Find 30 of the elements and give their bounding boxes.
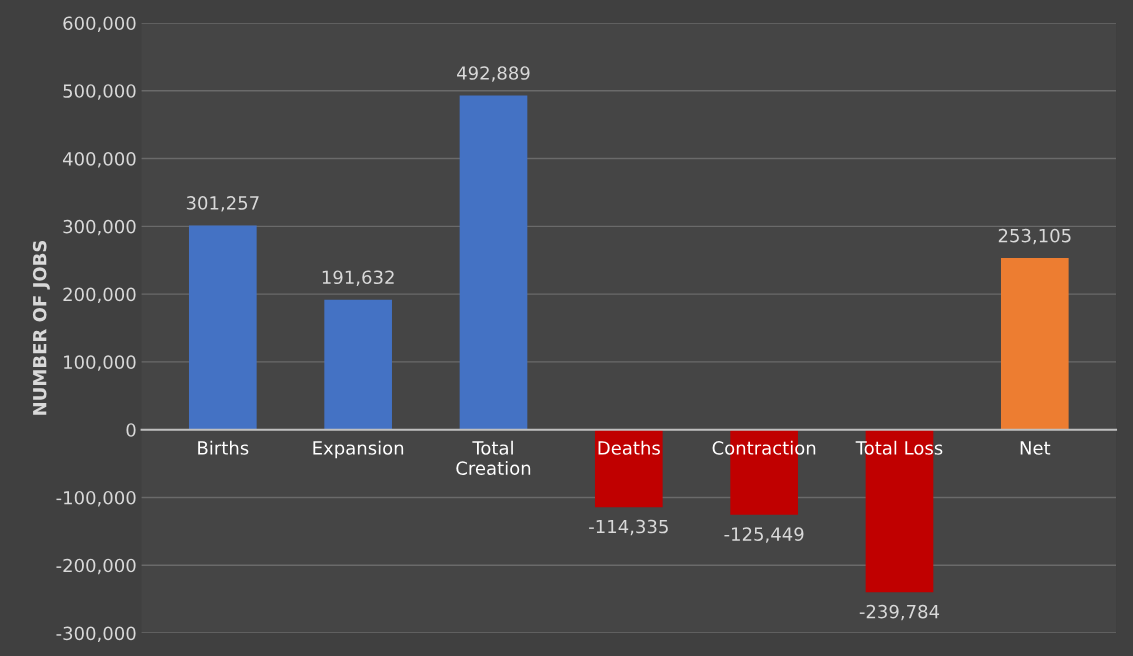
bar — [324, 299, 392, 430]
x-tick-label: Contraction — [712, 440, 816, 455]
y-tick-label: -300,000 — [56, 626, 136, 642]
y-tick-label: 500,000 — [63, 84, 136, 100]
y-axis-title: NUMBER OF JOBS — [32, 240, 50, 415]
bar — [188, 225, 257, 430]
bar — [459, 95, 528, 430]
data-label: 301,257 — [186, 196, 259, 212]
data-label: -125,449 — [724, 527, 804, 543]
data-label: 253,105 — [998, 228, 1071, 245]
x-tick-label: Total Creation — [456, 440, 531, 475]
x-tick-label: Expansion — [313, 440, 404, 459]
data-label: 191,632 — [322, 270, 394, 286]
y-tick-label: 0 — [126, 423, 136, 437]
y-tick-label: -100,000 — [56, 490, 136, 507]
bar — [594, 429, 663, 508]
y-tick-label: 200,000 — [63, 287, 136, 304]
y-tick-label: -200,000 — [56, 558, 136, 575]
data-label: -114,335 — [589, 519, 668, 536]
x-tick-label: Deaths — [598, 440, 660, 455]
data-label: -239,784 — [859, 604, 940, 621]
y-tick-label: 400,000 — [62, 151, 136, 168]
x-tick-label: Total Loss — [855, 440, 943, 455]
y-tick-label: 300,000 — [63, 219, 136, 236]
x-tick-label: Net — [1020, 441, 1051, 455]
bar — [1000, 258, 1069, 430]
x-tick-label: Births — [198, 440, 249, 455]
y-tick-label: 100,000 — [64, 355, 136, 371]
data-label: 492,889 — [457, 66, 530, 82]
y-tick-label: 600,000 — [63, 16, 136, 32]
